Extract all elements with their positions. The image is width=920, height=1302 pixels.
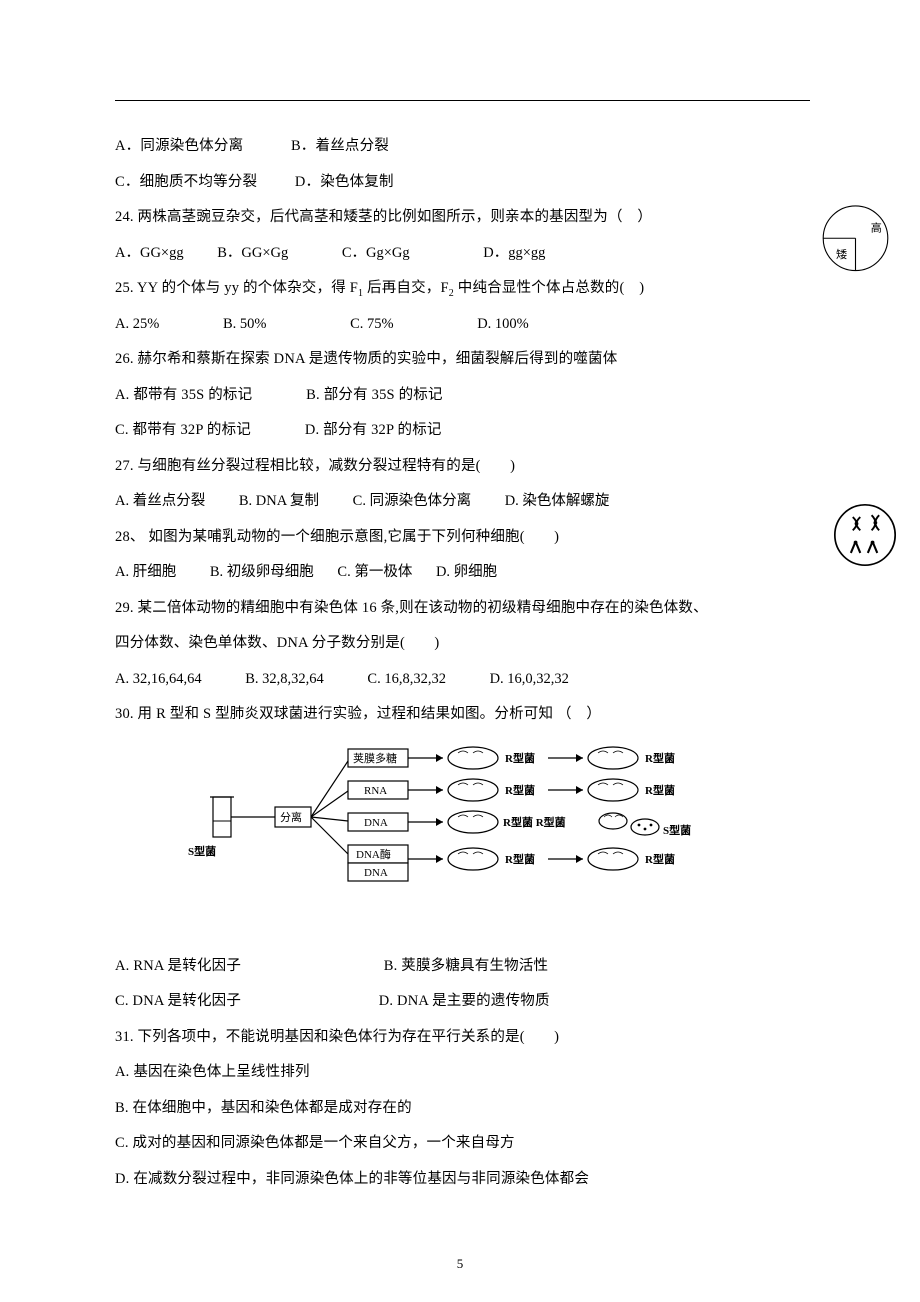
q25-stem-b: 后再自交，F bbox=[363, 280, 449, 296]
q27-c: C. 同源染色体分离 bbox=[353, 493, 471, 509]
experiment-diagram: S型菌 分离 荚膜多糖 R型菌 R型菌 RNA bbox=[183, 739, 743, 889]
q30-b: B. 荚膜多糖具有生物活性 bbox=[384, 958, 549, 974]
q28-a: A. 肝细胞 bbox=[115, 564, 176, 580]
q25-stem: 25. YY 的个体与 yy 的个体杂交，得 F1 后再自交，F2 中纯合显性个… bbox=[115, 271, 810, 307]
q26-d: D. 部分有 32P 的标记 bbox=[305, 422, 442, 438]
q24-b: B．GG×Gg bbox=[217, 245, 288, 261]
q29-a: A. 32,16,64,64 bbox=[115, 671, 202, 687]
q30-c: C. DNA 是转化因子 bbox=[115, 993, 241, 1009]
q31-c: C. 成对的基因和同源染色体都是一个来自父方，一个来自母方 bbox=[115, 1126, 810, 1162]
q29-b: B. 32,8,32,64 bbox=[245, 671, 324, 687]
q29-stem2: 四分体数、染色单体数、DNA 分子数分别是( ) bbox=[115, 626, 810, 662]
q26-row1: A. 都带有 35S 的标记 B. 部分有 35S 的标记 bbox=[115, 378, 810, 414]
q24-options: A．GG×gg B．GG×Gg C．Gg×Gg D．gg×gg bbox=[115, 236, 810, 272]
q30-row2: C. DNA 是转化因子 D. DNA 是主要的遗传物质 bbox=[115, 984, 810, 1020]
diag-r3-name: DNA bbox=[364, 817, 388, 829]
q30-row1: A. RNA 是转化因子 B. 荚膜多糖具有生物活性 bbox=[115, 949, 810, 985]
opt-a: A．同源染色体分离 bbox=[115, 138, 243, 154]
q-prev-opts-row1: A．同源染色体分离 B．着丝点分裂 bbox=[115, 129, 810, 165]
top-rule bbox=[115, 100, 810, 101]
diag-r1-mid: R型菌 bbox=[505, 751, 535, 765]
cell-figure bbox=[832, 502, 898, 568]
q30-a: A. RNA 是转化因子 bbox=[115, 958, 241, 974]
q28-options: A. 肝细胞 B. 初级卵母细胞 C. 第一极体 D. 卵细胞 bbox=[115, 555, 810, 591]
q24-a: A．GG×gg bbox=[115, 245, 184, 261]
diag-r2-mid: R型菌 bbox=[505, 783, 535, 797]
q26-stem: 26. 赫尔希和蔡斯在探索 DNA 是遗传物质的实验中，细菌裂解后得到的噬菌体 bbox=[115, 342, 810, 378]
q27-d: D. 染色体解螺旋 bbox=[505, 493, 610, 509]
q26-c: C. 都带有 32P 的标记 bbox=[115, 422, 251, 438]
q25-c: C. 75% bbox=[350, 316, 394, 332]
q25-a: A. 25% bbox=[115, 316, 159, 332]
diag-r4-name-a: DNA酶 bbox=[356, 848, 391, 861]
opt-d: D．染色体复制 bbox=[295, 174, 394, 190]
q26-a: A. 都带有 35S 的标记 bbox=[115, 387, 252, 403]
q30-d: D. DNA 是主要的遗传物质 bbox=[379, 993, 550, 1009]
q25-b: B. 50% bbox=[223, 316, 267, 332]
q31-a: A. 基因在染色体上呈线性排列 bbox=[115, 1055, 810, 1091]
diag-s-label: S型菌 bbox=[188, 844, 216, 858]
diag-r2-right: R型菌 bbox=[645, 783, 675, 797]
q28-b: B. 初级卵母细胞 bbox=[210, 564, 314, 580]
q31-b: B. 在体细胞中，基因和染色体都是成对存在的 bbox=[115, 1091, 810, 1127]
q28-c: C. 第一极体 bbox=[337, 564, 412, 580]
q24-c: C．Gg×Gg bbox=[342, 245, 410, 261]
q28-d: D. 卵细胞 bbox=[436, 564, 497, 580]
q27-stem: 27. 与细胞有丝分裂过程相比较，减数分裂过程特有的是( ) bbox=[115, 449, 810, 485]
q31-d: D. 在减数分裂过程中，非同源染色体上的非等位基因与非同源染色体都会 bbox=[115, 1162, 810, 1198]
q27-options: A. 着丝点分裂 B. DNA 复制 C. 同源染色体分离 D. 染色体解螺旋 bbox=[115, 484, 810, 520]
diag-r4-name-b: DNA bbox=[364, 867, 388, 879]
pie-label-high: 高 bbox=[871, 220, 882, 234]
q29-d: D. 16,0,32,32 bbox=[490, 671, 569, 687]
opt-c: C．细胞质不均等分裂 bbox=[115, 174, 257, 190]
q31-stem: 31. 下列各项中，不能说明基因和染色体行为存在平行关系的是( ) bbox=[115, 1020, 810, 1056]
diag-r4-mid: R型菌 bbox=[505, 852, 535, 866]
q24-d: D．gg×gg bbox=[483, 245, 545, 261]
q25-d: D. 100% bbox=[477, 316, 529, 332]
q30-stem: 30. 用 R 型和 S 型肺炎双球菌进行实验，过程和结果如图。分析可知 （ ） bbox=[115, 697, 810, 733]
page-number: 5 bbox=[0, 1256, 920, 1272]
q26-b: B. 部分有 35S 的标记 bbox=[306, 387, 443, 403]
diag-r3-right: S型菌 bbox=[663, 823, 691, 837]
q25-stem-c: 中纯合显性个体占总数的( ) bbox=[454, 280, 644, 296]
diag-r2-name: RNA bbox=[364, 785, 387, 797]
q29-c: C. 16,8,32,32 bbox=[367, 671, 446, 687]
q-prev-opts-row2: C．细胞质不均等分裂 D．染色体复制 bbox=[115, 165, 810, 201]
q24-stem: 24. 两株高茎豌豆杂交，后代高茎和矮茎的比例如图所示，则亲本的基因型为（ ） bbox=[115, 200, 810, 236]
pie-label-low: 矮 bbox=[836, 247, 847, 261]
q26-row2: C. 都带有 32P 的标记 D. 部分有 32P 的标记 bbox=[115, 413, 810, 449]
q25-options: A. 25% B. 50% C. 75% D. 100% bbox=[115, 307, 810, 343]
q29-stem1: 29. 某二倍体动物的精细胞中有染色体 16 条,则在该动物的初级精母细胞中存在… bbox=[115, 591, 810, 627]
diag-r3-mid: R型菌 R型菌 bbox=[503, 815, 566, 829]
q28-stem: 28、 如图为某哺乳动物的一个细胞示意图,它属于下列何种细胞( ) bbox=[115, 520, 810, 556]
q25-stem-a: 25. YY 的个体与 yy 的个体杂交，得 F bbox=[115, 280, 358, 296]
diag-r1-right: R型菌 bbox=[645, 751, 675, 765]
q27-a: A. 着丝点分裂 bbox=[115, 493, 205, 509]
q27-b: B. DNA 复制 bbox=[239, 493, 319, 509]
q29-options: A. 32,16,64,64 B. 32,8,32,64 C. 16,8,32,… bbox=[115, 662, 810, 698]
diag-sep-label: 分离 bbox=[280, 810, 302, 824]
pie-chart-figure: 高 矮 bbox=[813, 200, 898, 285]
opt-b: B．着丝点分裂 bbox=[291, 138, 389, 154]
diag-r4-right: R型菌 bbox=[645, 852, 675, 866]
diag-r1-name: 荚膜多糖 bbox=[353, 751, 397, 765]
